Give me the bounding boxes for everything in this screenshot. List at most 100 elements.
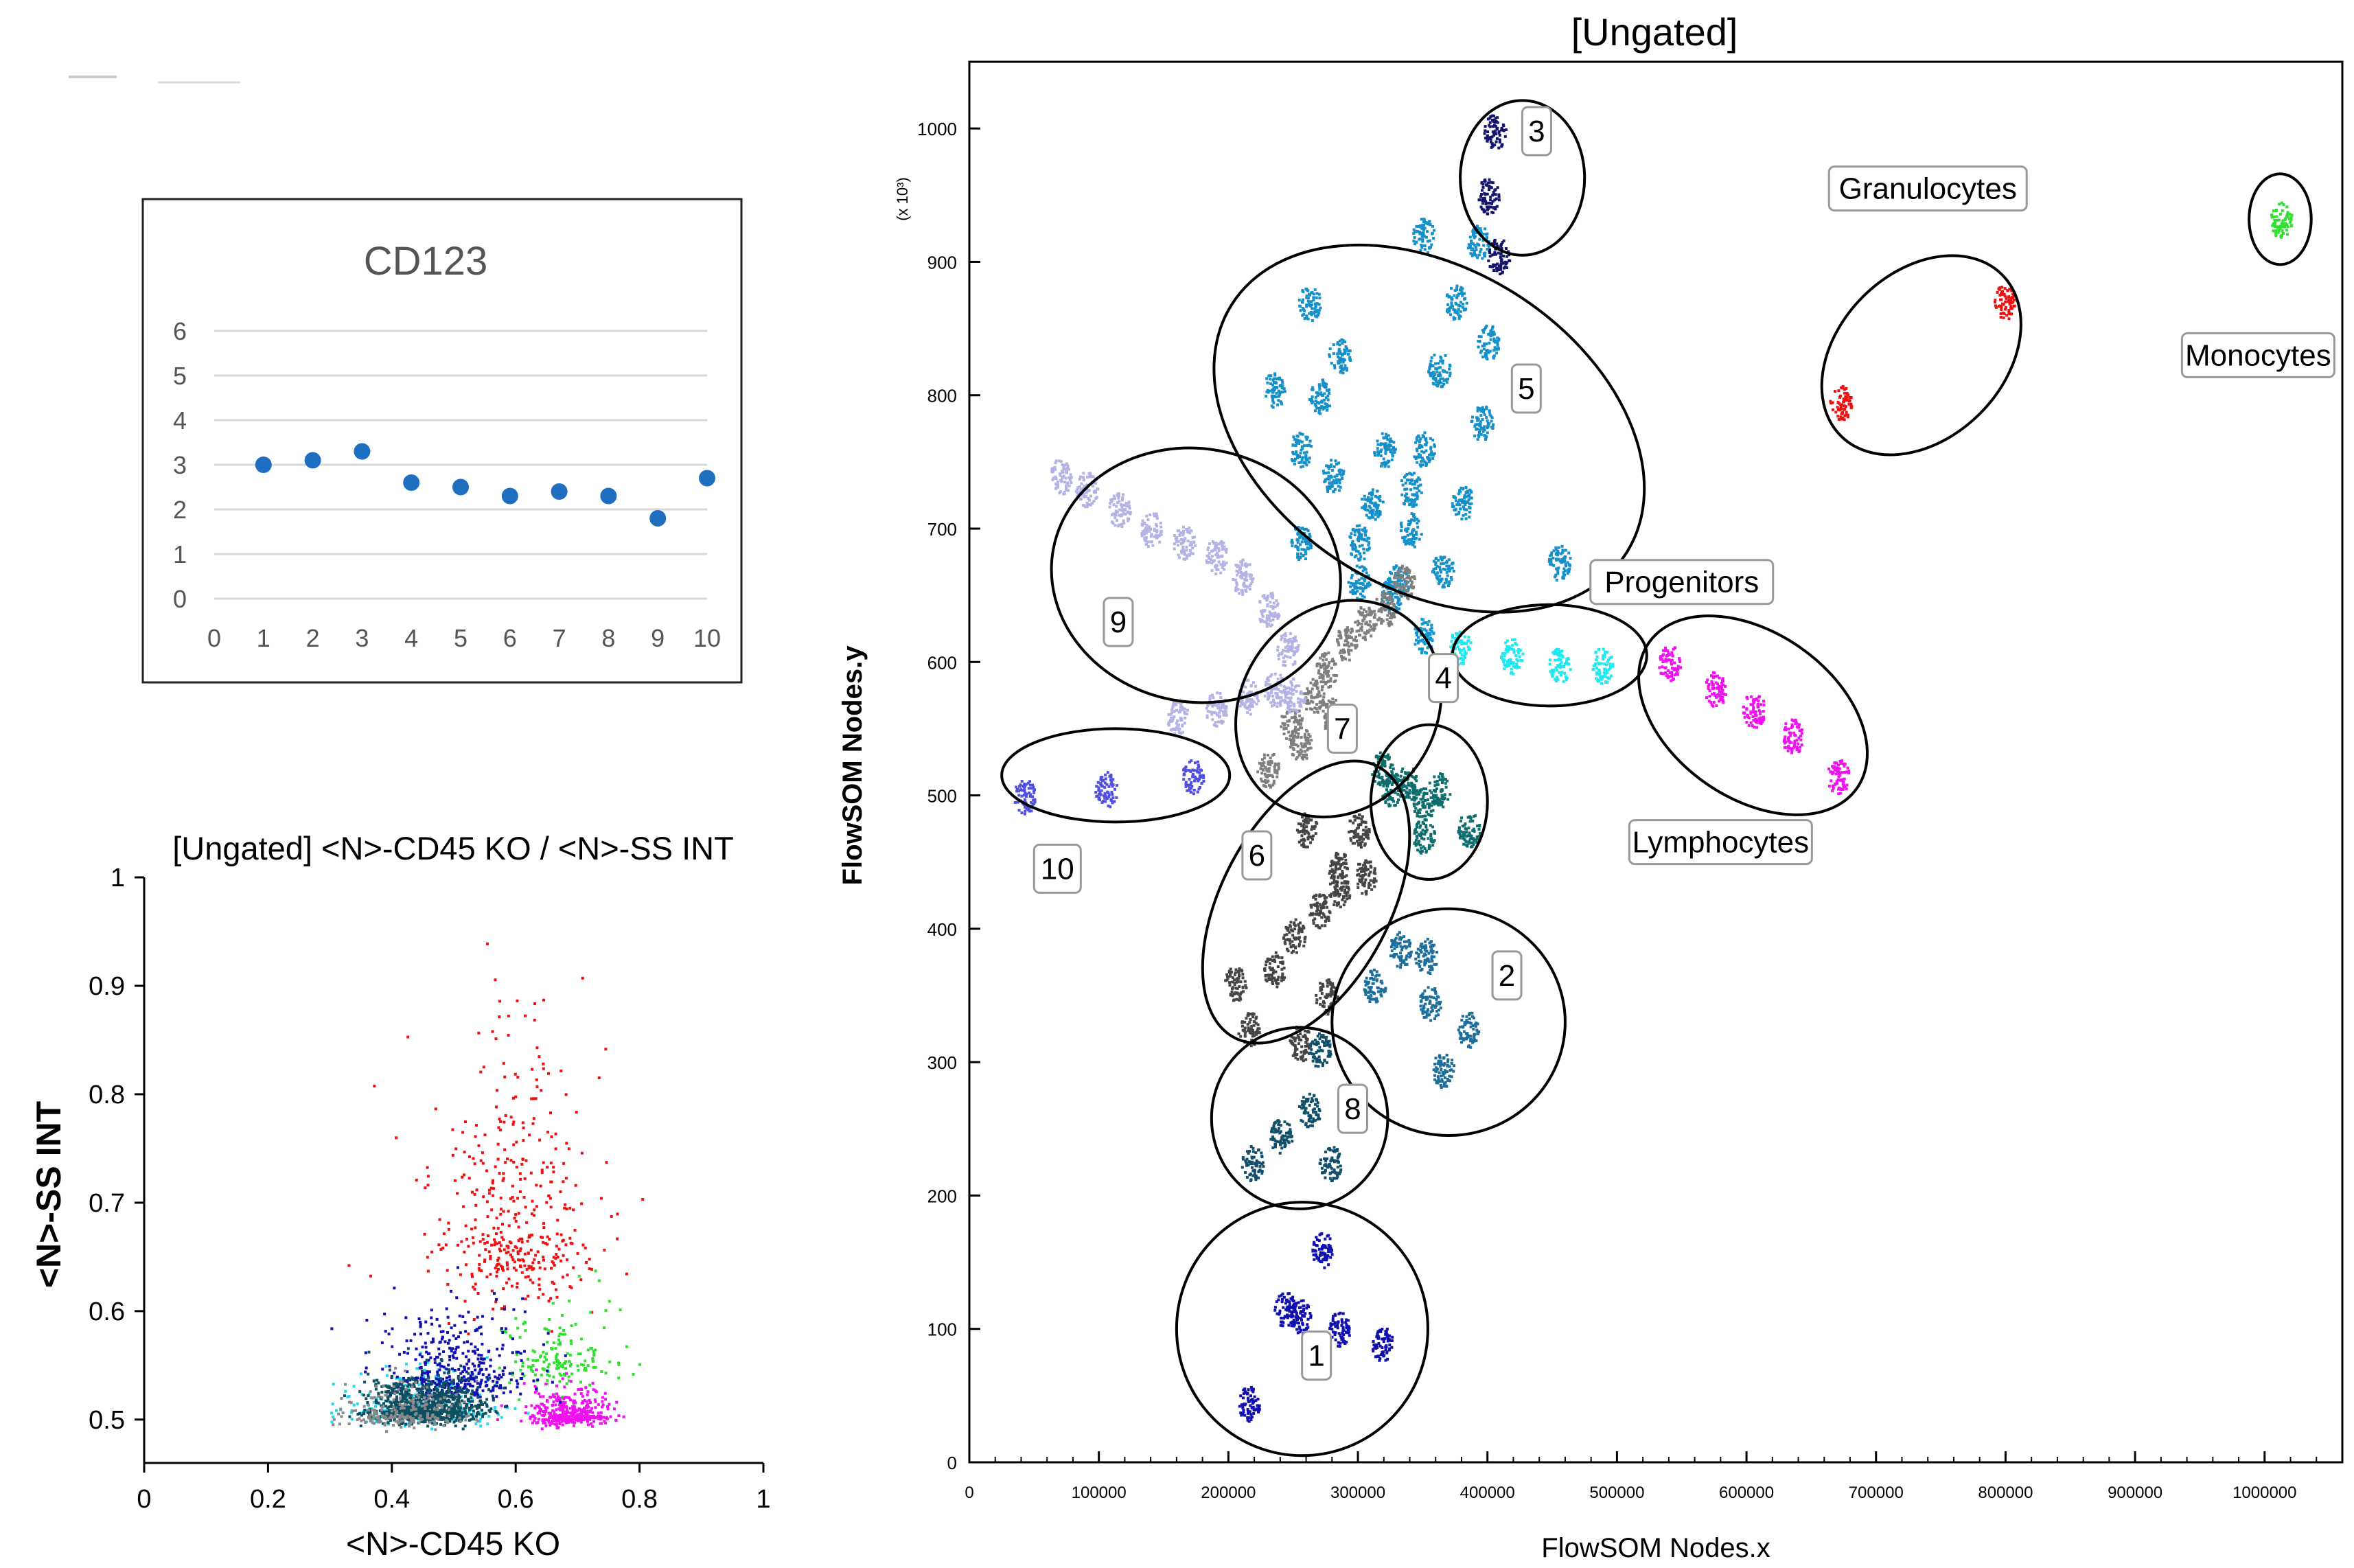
flowsom-event xyxy=(1363,990,1367,993)
flowsom-event xyxy=(1333,1333,1337,1337)
flowsom-event xyxy=(1493,143,1497,147)
flowsom-event xyxy=(1384,1330,1387,1333)
cd45-event xyxy=(398,1377,402,1381)
cd45-event xyxy=(492,1307,495,1311)
cd45-event xyxy=(424,1320,428,1324)
flowsom-event xyxy=(1416,947,1420,951)
cd45-event xyxy=(559,1259,563,1263)
flowsom-event xyxy=(1445,380,1449,384)
cd45-event xyxy=(597,1414,601,1418)
flowsom-event xyxy=(1362,547,1365,551)
flowsom-event xyxy=(1338,1345,1341,1348)
cd45-event xyxy=(465,1370,468,1374)
cd45-event xyxy=(509,1334,512,1337)
cd45-event xyxy=(489,1257,492,1260)
cd45-event xyxy=(565,1407,568,1411)
cd45-event xyxy=(409,1421,413,1425)
cd45-event xyxy=(543,1267,546,1271)
cd45-event xyxy=(565,1258,568,1261)
flowsom-event xyxy=(1384,1359,1387,1362)
cd45-event xyxy=(492,1179,495,1182)
cd45-event xyxy=(552,1166,555,1169)
flowsom-event xyxy=(1392,941,1395,945)
cd45-event xyxy=(485,1368,488,1371)
cd45-event xyxy=(542,1410,545,1414)
cd45-event xyxy=(533,1258,536,1261)
cd45-event xyxy=(464,1224,468,1227)
cd45-event xyxy=(522,1196,526,1199)
flowsom-event xyxy=(1365,980,1368,984)
flowsom-event xyxy=(1455,288,1459,292)
flowsom-event xyxy=(1484,192,1487,196)
flowsom-event xyxy=(1328,355,1332,358)
cd45-event xyxy=(425,1350,428,1354)
cd45-event xyxy=(582,1407,586,1410)
flowsom-event xyxy=(1327,474,1330,478)
flowsom-node xyxy=(1297,287,1322,323)
cd45-event xyxy=(540,1403,543,1406)
flowsom-event xyxy=(1415,952,1418,955)
cd45-event xyxy=(505,1245,509,1248)
flowsom-event xyxy=(1405,542,1409,545)
cd45-event xyxy=(459,1404,462,1407)
cd45-event xyxy=(419,1399,422,1403)
flowsom-event xyxy=(1429,359,1433,362)
cd45-x-tick-label: 1 xyxy=(756,1485,770,1514)
cd45-event xyxy=(434,1397,437,1400)
cd45-event xyxy=(331,1403,334,1406)
cd45-event xyxy=(513,1217,516,1220)
flowsom-event xyxy=(1449,313,1453,316)
flowsom-event xyxy=(1486,139,1489,143)
cd45-event xyxy=(570,1414,574,1418)
cd45-event xyxy=(382,1410,386,1414)
flowsom-event xyxy=(1412,529,1416,532)
flowsom-event xyxy=(1409,538,1413,541)
cd45-event xyxy=(430,1406,434,1409)
cd45-event xyxy=(450,1409,454,1412)
flowsom-event xyxy=(1468,1021,1471,1024)
cd45-event xyxy=(332,1418,336,1421)
cd45-event xyxy=(481,1358,485,1361)
cd45-event xyxy=(420,1373,424,1376)
flowsom-event xyxy=(1308,398,1311,402)
cd45-event xyxy=(371,1396,374,1400)
cd45-event xyxy=(473,1192,476,1196)
cd45-event xyxy=(579,1381,583,1384)
cd45-event xyxy=(462,1205,465,1208)
cd45-event xyxy=(485,1398,489,1401)
cd45-event xyxy=(463,1400,466,1403)
flowsom-event xyxy=(1414,531,1418,534)
cd45-event xyxy=(427,1359,430,1362)
cd45-event xyxy=(530,1068,533,1071)
cd45-event xyxy=(485,1276,489,1279)
flowsom-event xyxy=(1372,968,1376,971)
cd45-event xyxy=(549,1206,553,1209)
cd45-event xyxy=(388,1368,391,1372)
cd45-event xyxy=(567,1147,570,1151)
cd45-event xyxy=(426,1166,429,1169)
cd45-event xyxy=(550,1135,553,1138)
cd45-event xyxy=(455,1346,459,1349)
flowsom-event xyxy=(1328,478,1331,481)
cd45-event xyxy=(452,1398,456,1401)
flowsom-event xyxy=(1414,957,1418,960)
cd45-event xyxy=(520,1241,524,1244)
flowsom-event xyxy=(1370,986,1373,989)
flowsom-event xyxy=(1249,1394,1252,1398)
flowsom-event xyxy=(1459,1032,1462,1035)
cd45-event xyxy=(494,1375,497,1379)
cd45-event xyxy=(522,1322,525,1326)
flowsom-event xyxy=(1308,303,1311,307)
cd45-event xyxy=(517,1239,520,1243)
flowsom-event xyxy=(1374,518,1377,521)
flowsom-event xyxy=(1431,988,1434,991)
cd45-event xyxy=(558,1380,562,1383)
flowsom-event xyxy=(1400,960,1404,964)
flowsom-event xyxy=(1315,1256,1319,1260)
cd45-event xyxy=(603,1326,606,1330)
cd45-population-granulocytes xyxy=(347,942,645,1335)
flowsom-event xyxy=(1488,125,1492,128)
cd45-event xyxy=(561,1276,564,1279)
cd45-event xyxy=(581,1401,585,1405)
cd45-event xyxy=(465,1406,468,1409)
